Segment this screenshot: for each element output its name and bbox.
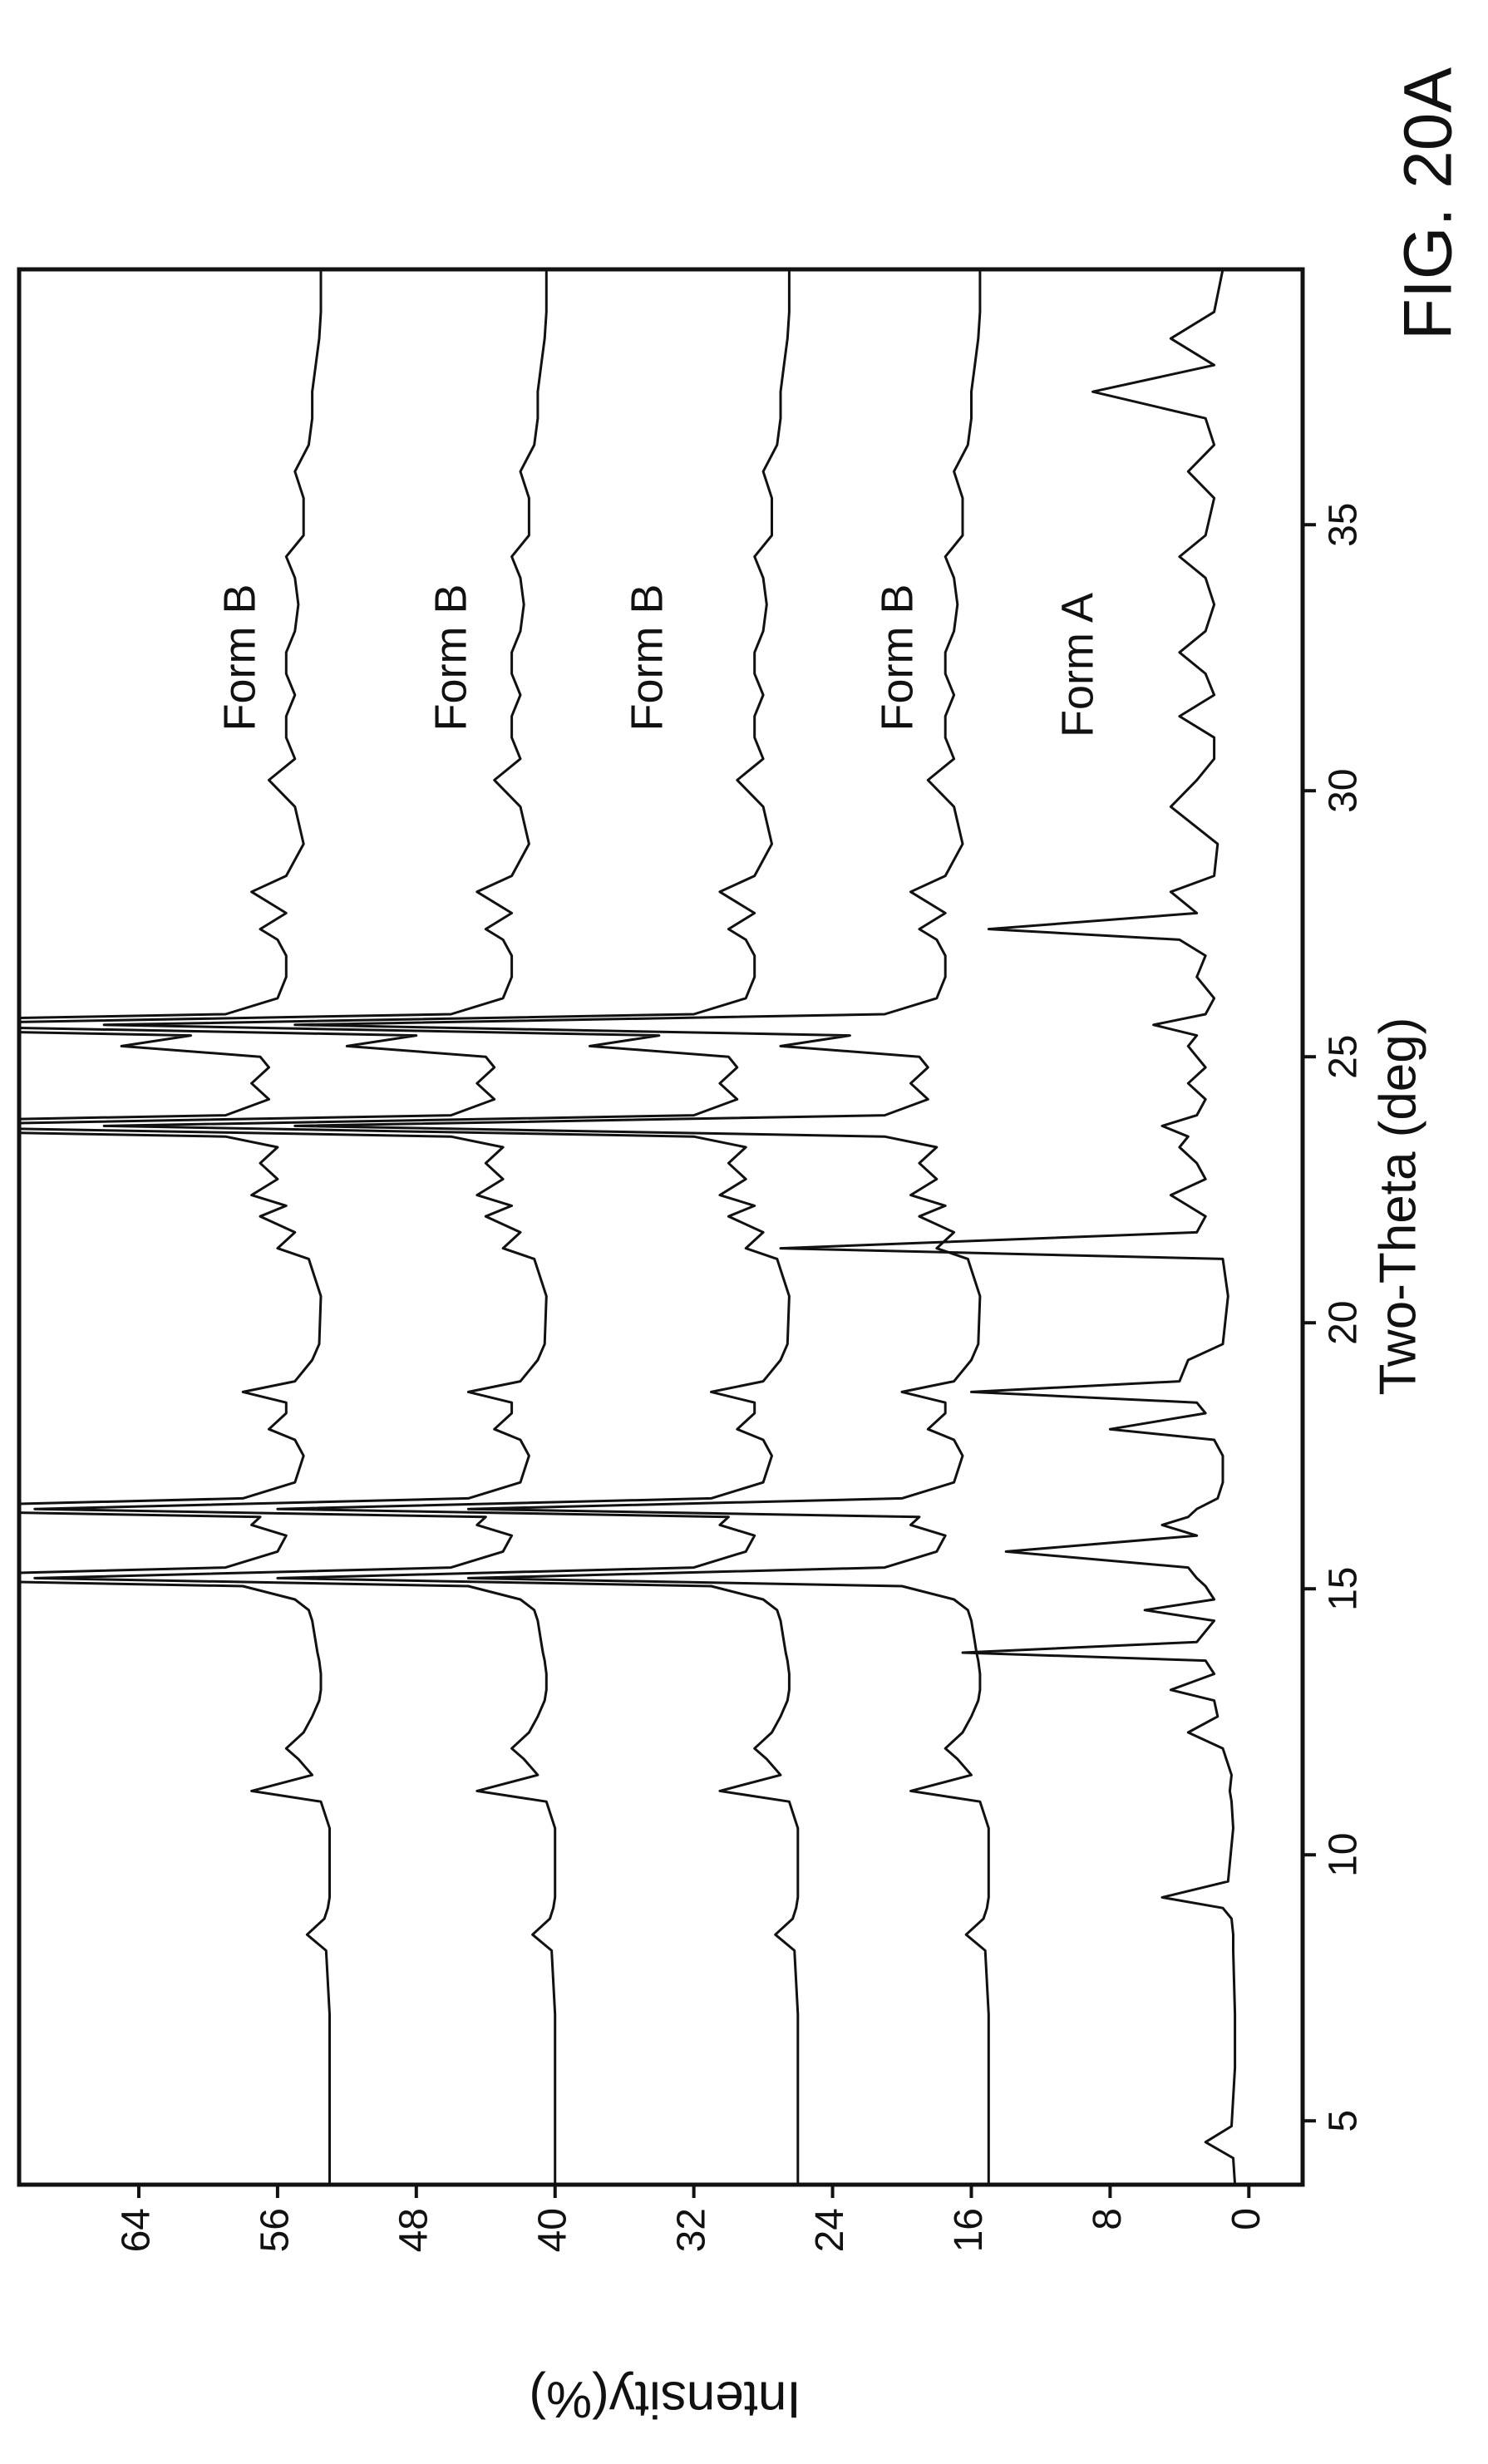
- trace-annotation: Form B: [426, 584, 475, 731]
- xrpd-trace: [0, 269, 330, 2185]
- y-tick-label: 24: [808, 2208, 852, 2252]
- y-tick-label: 40: [530, 2208, 574, 2252]
- trace-annotation: Form B: [622, 584, 672, 731]
- xrpd-trace: [104, 269, 798, 2185]
- y-tick-label: 64: [115, 2208, 159, 2252]
- x-tick-label: 35: [1322, 503, 1366, 547]
- y-tick-label: 8: [1086, 2208, 1130, 2230]
- x-axis-title: Two-Theta (deg): [1369, 1018, 1426, 1396]
- xrpd-trace: [781, 269, 1235, 2185]
- trace-annotation: Form B: [872, 584, 922, 731]
- y-tick-label: 32: [669, 2208, 713, 2252]
- x-tick-label: 30: [1322, 769, 1366, 813]
- x-tick-label: 5: [1322, 2110, 1366, 2132]
- y-tick-label: 16: [947, 2208, 991, 2252]
- y-axis-title: Intensity(%): [529, 2371, 801, 2428]
- x-tick-label: 10: [1322, 1833, 1366, 1877]
- plot-border: [19, 269, 1303, 2185]
- y-tick-label: 0: [1224, 2208, 1269, 2230]
- plot-area: [0, 269, 1235, 2185]
- xrpd-trace: [295, 269, 989, 2185]
- y-tick-label: 56: [254, 2208, 298, 2252]
- rotated-chart: FIG. 20A Two-Theta (deg) Intensity(%) 5 1…: [0, 67, 1466, 2428]
- x-tick-label: 15: [1322, 1567, 1366, 1611]
- trace-annotation: Form B: [214, 584, 264, 731]
- x-tick-label: 25: [1322, 1035, 1366, 1079]
- chart-title: FIG. 20A: [1391, 67, 1466, 340]
- y-tick-label: 48: [392, 2208, 436, 2252]
- xrpd-trace: [0, 269, 555, 2185]
- trace-annotation: Form A: [1052, 593, 1102, 737]
- x-tick-label: 20: [1322, 1301, 1366, 1345]
